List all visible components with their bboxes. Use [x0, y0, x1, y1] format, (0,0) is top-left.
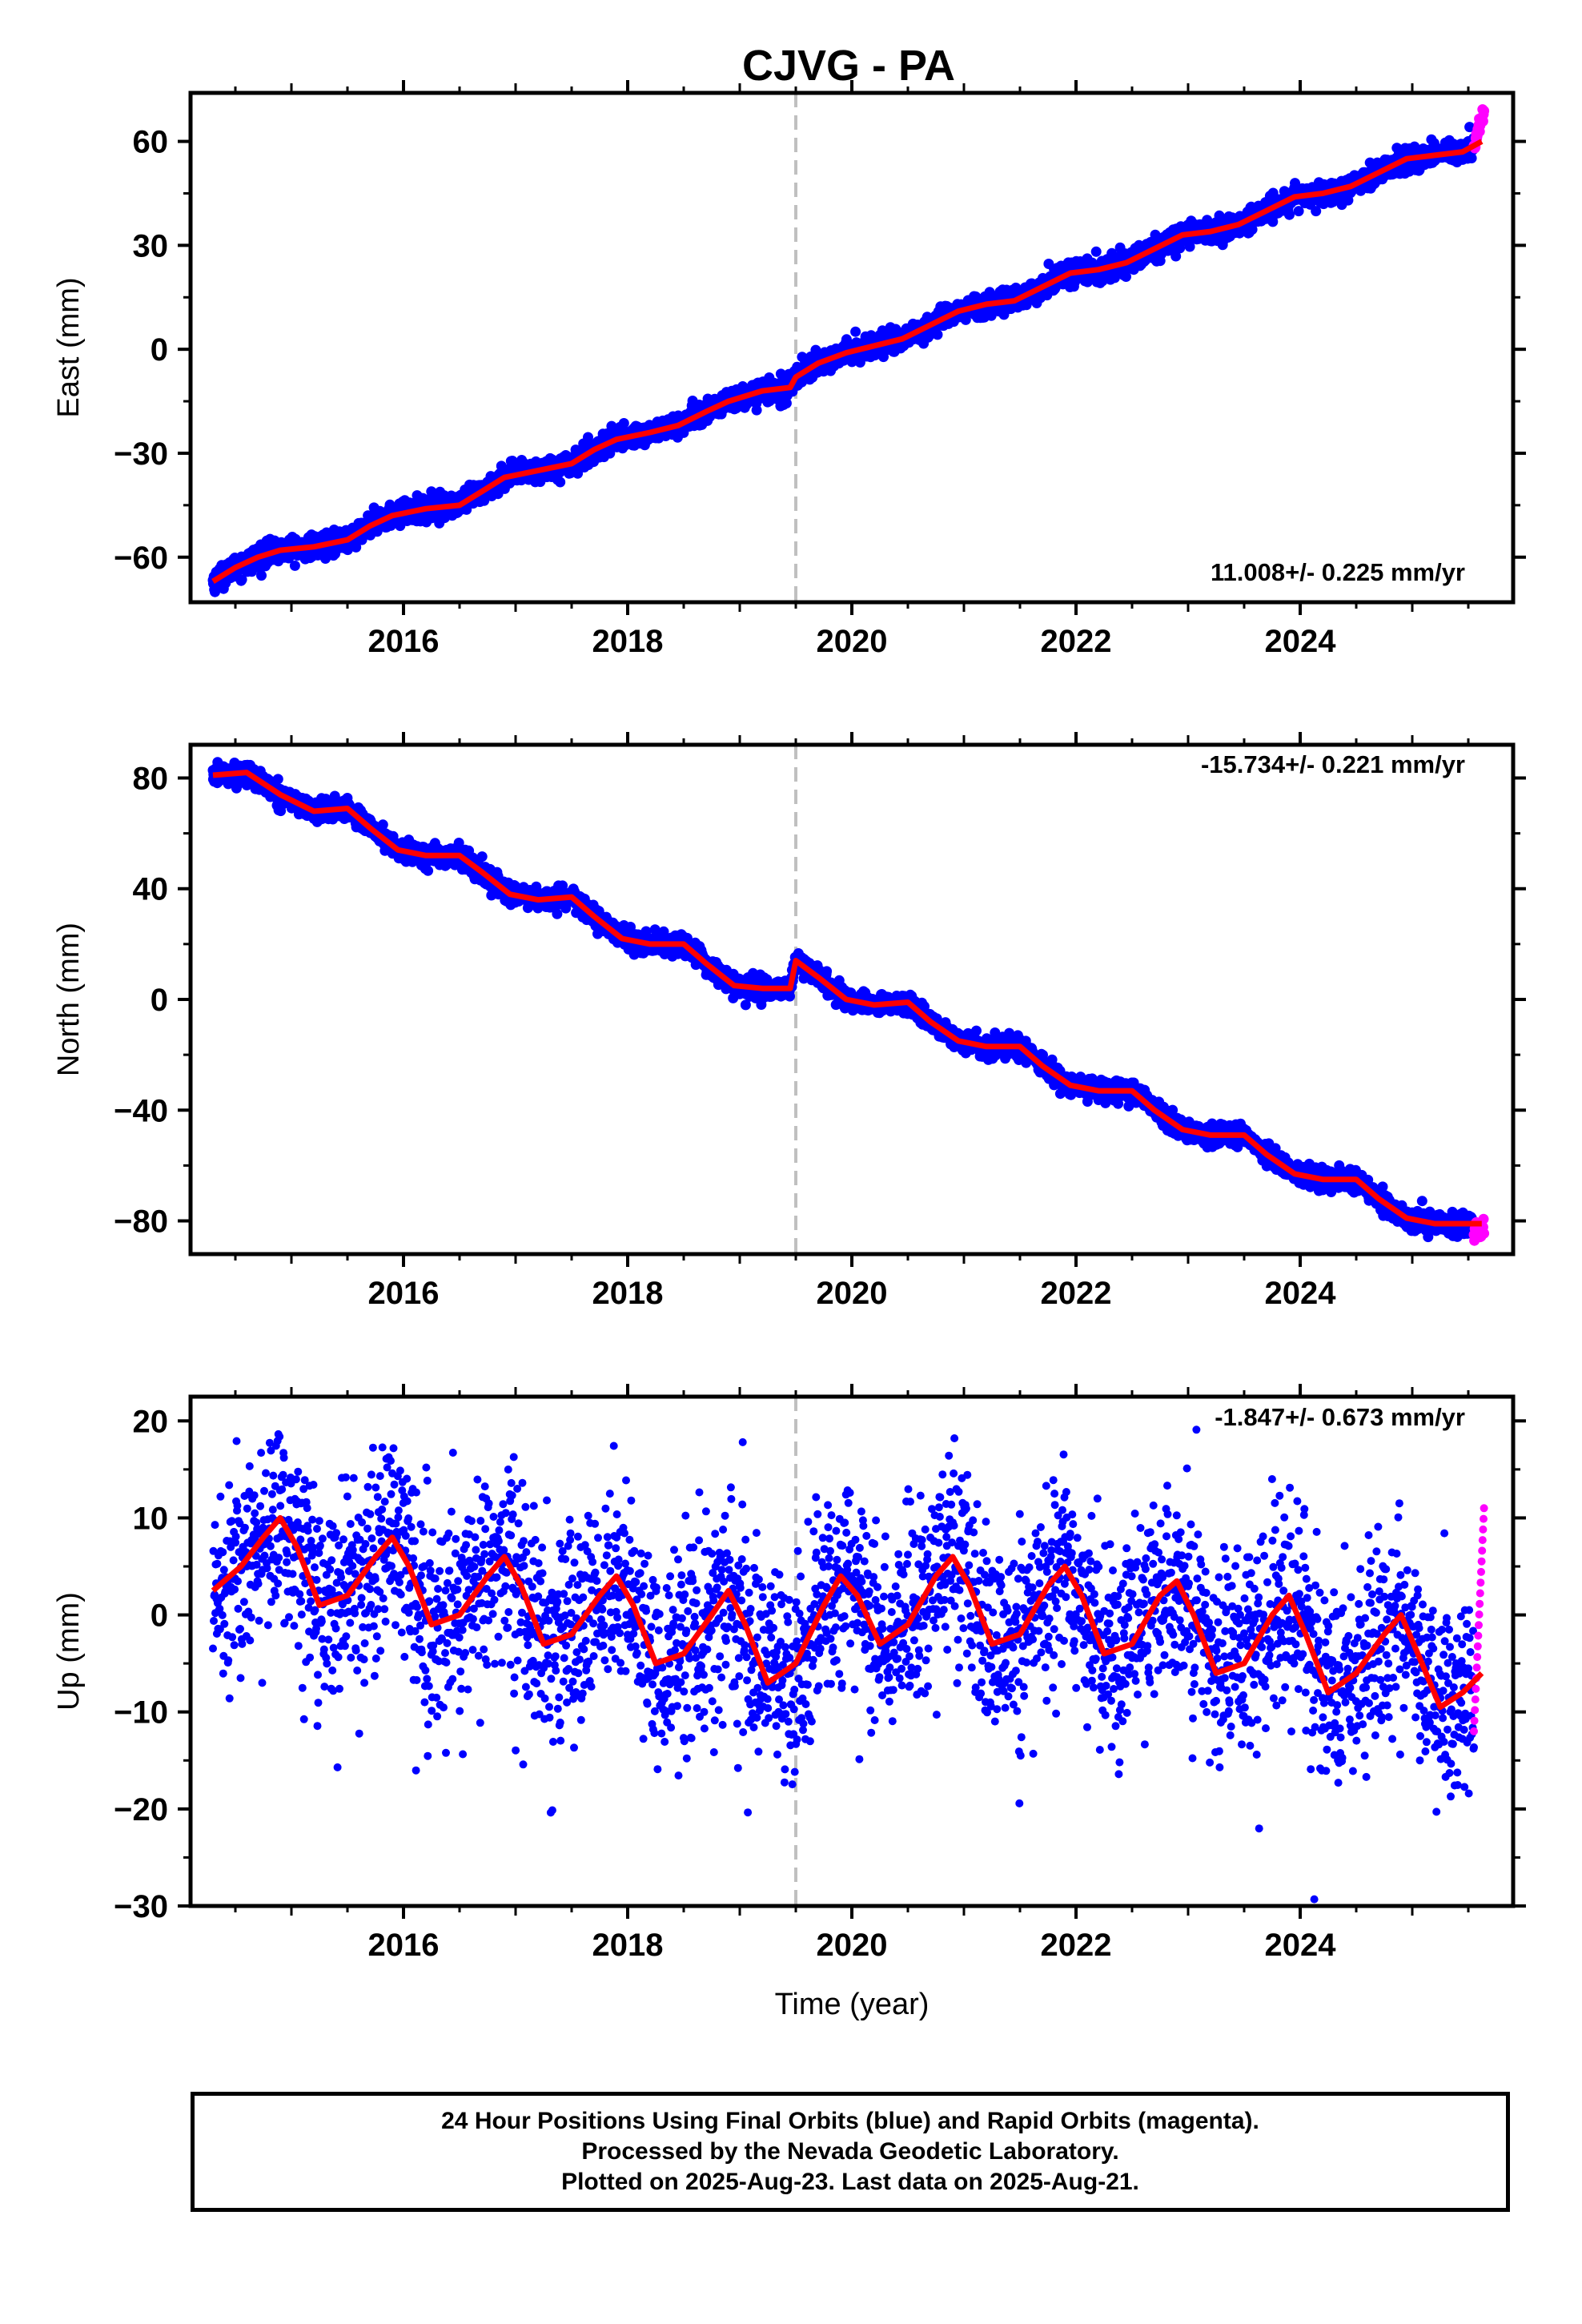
east-data-point [618, 418, 629, 428]
chart-title: CJVG - PA [742, 42, 955, 90]
east-ytick-label: 60 [133, 125, 169, 160]
east-data-point [1466, 153, 1477, 163]
north-data-point [272, 774, 283, 785]
east-data-point [1247, 224, 1258, 235]
east-xtick-label: 2016 [368, 624, 440, 659]
east-data-point [1464, 122, 1476, 133]
north-data-point [552, 908, 563, 919]
north-data-point [476, 851, 488, 862]
east-ytick-label: −60 [114, 541, 168, 576]
east-data-point [289, 560, 300, 571]
east-data-point [850, 326, 861, 337]
east-xtick-label: 2022 [1041, 624, 1112, 659]
east-xtick-label: 2020 [817, 624, 888, 659]
east-rate-label: 11.008+/- 0.225 mm/yr [1211, 558, 1465, 586]
east-final-orbit-points [207, 122, 1480, 597]
east-data-point [583, 432, 593, 443]
east-data-point [236, 574, 247, 585]
east-data-point [1267, 216, 1279, 227]
east-ytick-label: 0 [151, 332, 168, 368]
east-data-point [256, 570, 267, 581]
east-ytick-label: −30 [114, 436, 168, 472]
north-data-point [453, 838, 464, 848]
east-model-line [211, 139, 1484, 584]
east-data-point [1184, 241, 1195, 252]
east-data-point [1090, 246, 1102, 257]
east-ytick-label: 30 [133, 228, 169, 263]
east-data-point [1174, 243, 1186, 254]
east-rapid-point [1479, 106, 1490, 116]
north-data-point [423, 865, 434, 876]
east-data-point [1121, 271, 1131, 282]
east-ylabel: East (mm) [52, 277, 86, 417]
east-xtick-label: 2024 [1265, 624, 1337, 659]
east-data-point [1311, 206, 1322, 217]
east-data-point [555, 476, 566, 488]
east-data-point [932, 329, 943, 340]
panel-east: −60 −30 0 30 60 2016 2018 2020 2022 2024 East (mm)… [52, 80, 1526, 659]
east-data-point [1284, 209, 1295, 220]
east-data-point [781, 398, 792, 408]
east-data-point [1293, 206, 1304, 217]
east-xtick-label: 2018 [592, 624, 664, 659]
east-data-point [751, 404, 762, 416]
north-data-point [377, 819, 388, 830]
